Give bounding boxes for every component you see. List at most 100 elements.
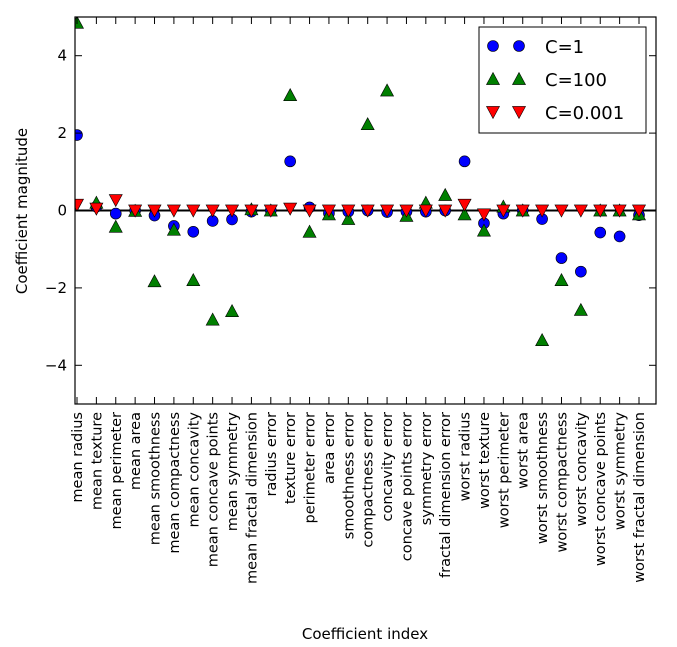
y-tick-label: −2 (45, 279, 67, 297)
y-axis-ticks: 4 2 0 −2 −4 (45, 47, 656, 374)
x-tick-label: mean perimeter (109, 412, 125, 529)
point-triangle-down (341, 204, 356, 218)
x-tick-label: perimeter error (303, 412, 319, 523)
x-tick-label: worst texture (477, 412, 493, 509)
point-triangle-up (166, 222, 181, 236)
point-triangle-down (147, 204, 162, 218)
point-triangle-up (283, 88, 298, 101)
point-triangle-down (631, 204, 647, 218)
legend-label: C=0.001 (545, 103, 624, 124)
point-triangle-down (496, 204, 511, 218)
x-tick-label: worst concavity (574, 412, 590, 527)
point-circle (555, 252, 568, 264)
x-tick-label: concavity error (380, 412, 396, 522)
y-tick-label: 4 (57, 47, 67, 65)
point-circle (458, 155, 471, 168)
x-tick-label: mean compactness (167, 412, 183, 554)
legend-marker (513, 40, 525, 52)
point-triangle-down (263, 204, 278, 218)
x-tick-label: radius error (264, 412, 280, 497)
point-triangle-down (108, 194, 123, 208)
point-circle (187, 225, 200, 238)
point-triangle-down (535, 204, 550, 218)
point-triangle-up (573, 302, 588, 316)
x-tick-label: mean texture (89, 412, 105, 510)
point-triangle-down (593, 204, 608, 218)
point-triangle-up (476, 223, 491, 237)
point-triangle-down (418, 204, 433, 218)
legend-marker (485, 106, 501, 120)
point-triangle-down (573, 204, 588, 218)
point-triangle-down (225, 204, 240, 218)
point-triangle-down (302, 204, 317, 218)
x-tick-label: mean fractal dimension (244, 412, 260, 584)
point-triangle-down (476, 208, 491, 222)
x-tick-label: mean symmetry (225, 412, 241, 532)
x-tick-label: worst concave points (593, 412, 609, 566)
point-circle (109, 207, 122, 220)
point-circle (284, 155, 296, 168)
legend-marker (511, 71, 527, 85)
x-tick-label: mean area (128, 412, 144, 490)
point-triangle-up (108, 219, 123, 233)
legend-marker (485, 71, 501, 85)
x-tick-label: worst perimeter (496, 412, 512, 528)
markers (75, 17, 647, 346)
point-triangle-down (166, 204, 181, 218)
x-tick-label: worst fractal dimension (632, 412, 648, 583)
point-triangle-down (438, 204, 453, 218)
point-triangle-up (438, 187, 453, 201)
point-triangle-down (399, 204, 414, 218)
plot-layer (74, 16, 657, 405)
x-tick-label: symmetry error (419, 412, 435, 525)
y-tick-label: 0 (57, 202, 67, 220)
legend-label: C=1 (545, 37, 584, 58)
point-circle (75, 129, 83, 141)
point-circle (575, 265, 587, 278)
point-triangle-up (535, 333, 550, 346)
point-triangle-down (380, 204, 395, 218)
point-triangle-down (128, 204, 143, 218)
point-triangle-down (457, 198, 472, 212)
legend: C=1 C=100 C=0.001 (478, 26, 647, 134)
x-axis-label: Coefficient index (302, 625, 428, 643)
point-triangle-down (89, 202, 104, 216)
point-circle (594, 226, 607, 239)
y-tick-label: −4 (45, 356, 67, 374)
x-tick-label: worst smoothness (535, 412, 551, 544)
point-triangle-up (147, 274, 162, 288)
point-triangle-up (186, 273, 201, 286)
x-tick-label: mean concavity (186, 412, 202, 528)
point-triangle-up (225, 303, 240, 317)
x-tick-label: mean radius (70, 412, 86, 503)
point-triangle-up (302, 224, 317, 238)
point-triangle-up (205, 312, 220, 326)
x-tick-label: smoothness error (341, 412, 357, 539)
point-triangle-down (75, 198, 85, 212)
point-triangle-up (341, 211, 356, 225)
point-triangle-up (380, 83, 395, 97)
point-triangle-up (360, 117, 375, 131)
x-tick-label: mean concave points (206, 412, 222, 567)
point-triangle-down (515, 204, 530, 218)
point-triangle-down (554, 204, 569, 218)
x-tick-label: area error (322, 412, 338, 484)
point-triangle-down (283, 202, 298, 216)
point-triangle-down (612, 204, 627, 218)
y-axis-label: Coefficient magnitude (13, 128, 31, 294)
y-tick-label: 2 (57, 124, 67, 142)
point-triangle-down (321, 204, 336, 218)
x-tick-label: worst radius (458, 412, 474, 501)
legend-marker (511, 106, 527, 120)
x-axis-ticks: mean radius mean texture mean perimeter mea… (70, 17, 648, 584)
point-circle (613, 230, 626, 243)
x-tick-label: compactness error (361, 412, 377, 548)
legend-marker (487, 40, 499, 52)
legend-label: C=100 (545, 70, 607, 91)
x-tick-label: worst compactness (554, 412, 570, 552)
x-tick-label: concave points error (399, 412, 415, 561)
x-tick-label: worst symmetry (613, 412, 629, 530)
point-triangle-down (205, 204, 220, 218)
point-triangle-down (360, 204, 375, 218)
